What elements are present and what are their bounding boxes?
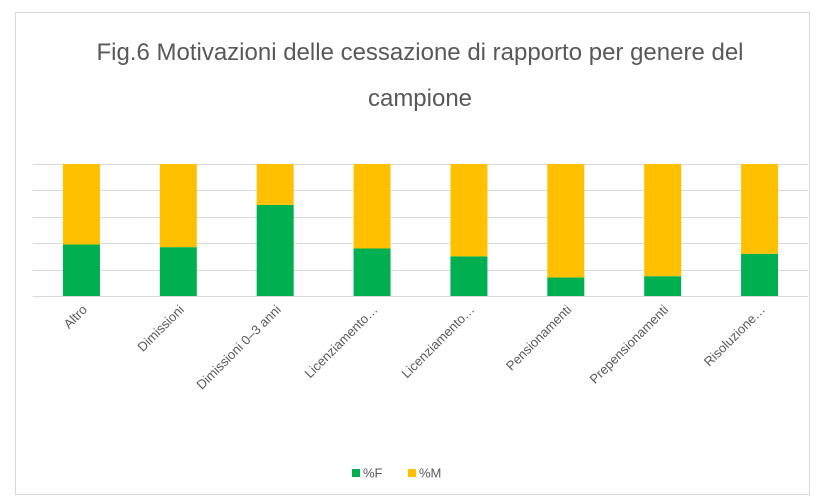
bar-segment: [62, 164, 100, 245]
bar-segment: [256, 164, 294, 205]
chart-title: Fig.6 Motivazioni delle cessazione di ra…: [96, 39, 744, 112]
bar-segment: [62, 244, 100, 296]
bar-segment: [741, 253, 779, 296]
bar-segment: [353, 248, 391, 296]
bar-segment: [159, 164, 197, 248]
legend-swatch: [408, 469, 416, 477]
bar-segment: [547, 164, 585, 278]
bar-segment: [741, 164, 779, 254]
legend-swatch: [352, 469, 360, 477]
bar-segment: [547, 277, 585, 296]
bar-segment: [644, 164, 682, 277]
bar-segment: [644, 276, 682, 296]
bar-segment: [256, 204, 294, 296]
legend-label: %M: [419, 465, 441, 480]
bar-segment: [450, 256, 488, 296]
bar-segment: [159, 247, 197, 296]
bar-segment: [450, 164, 488, 257]
bar-segment: [353, 164, 391, 249]
legend-label: %F: [363, 465, 383, 480]
